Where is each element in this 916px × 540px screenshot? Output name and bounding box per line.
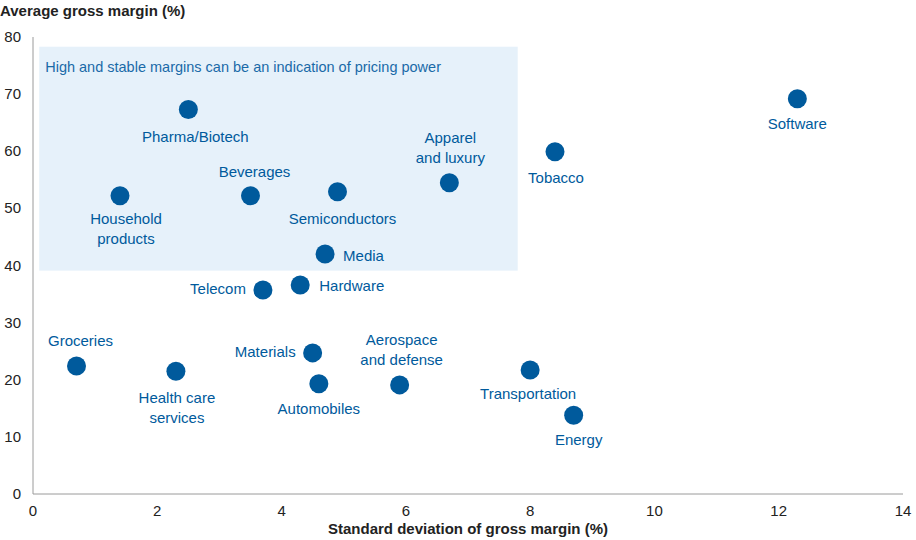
point-label: Apparel and luxury [416, 129, 486, 166]
label-line: Automobiles [278, 400, 361, 417]
x-tick-label: 14 [895, 502, 912, 519]
x-tick-label: 10 [646, 502, 663, 519]
highlight-box [39, 47, 518, 271]
point-label: Household products [90, 210, 162, 247]
label-line: Transportation [480, 385, 576, 402]
x-axis-line [33, 494, 903, 495]
point [521, 361, 540, 380]
label-line: services [149, 409, 204, 426]
point-label: Semiconductors [289, 210, 397, 227]
label-line: products [97, 230, 155, 247]
point [179, 100, 198, 119]
x-tick-label: 2 [153, 502, 161, 519]
point [253, 281, 272, 300]
point-label: Groceries [48, 332, 113, 349]
point-label: Automobiles [278, 400, 361, 417]
annotation: High and stable margins can be an indica… [45, 59, 441, 75]
y-tick-label: 0 [13, 485, 21, 502]
y-tick-label: 50 [4, 199, 21, 216]
point [291, 275, 310, 294]
point-label: Aerospace and defense [360, 331, 443, 368]
point-label: Tobacco [528, 169, 584, 186]
point [67, 357, 86, 376]
point [241, 186, 260, 205]
x-axis-title: Standard deviation of gross margin (%) [328, 520, 608, 537]
y-tick-label: 40 [4, 257, 21, 274]
label-line: Media [343, 247, 385, 264]
x-tick-label: 4 [277, 502, 285, 519]
point-label: Media [343, 247, 385, 264]
chart: High and stable margins can be an indica… [0, 0, 916, 540]
y-tick-label: 20 [4, 371, 21, 388]
point-label: Energy [555, 431, 603, 448]
point [166, 362, 185, 381]
point [788, 89, 807, 108]
point-label: Software [768, 115, 827, 132]
label-line: Telecom [190, 280, 246, 297]
label-line: Household [90, 210, 162, 227]
point-label: Pharma/Biotech [142, 128, 249, 145]
label-line: Beverages [219, 163, 291, 180]
x-tick-label: 0 [29, 502, 37, 519]
y-tick-label: 10 [4, 428, 21, 445]
points [67, 89, 807, 424]
point-label: Health care services [139, 389, 216, 426]
label-line: Pharma/Biotech [142, 128, 249, 145]
point-label: Materials [235, 343, 296, 360]
x-tick-label: 8 [526, 502, 534, 519]
label-line: Energy [555, 431, 603, 448]
label-line: Aerospace [366, 331, 438, 348]
label-line: Tobacco [528, 169, 584, 186]
y-tick-label: 80 [4, 28, 21, 45]
point [390, 375, 409, 394]
y-axis-title: Average gross margin (%) [0, 2, 185, 19]
x-tick-label: 12 [770, 502, 787, 519]
point-label: Telecom [190, 280, 246, 297]
point [440, 173, 459, 192]
point [316, 245, 335, 264]
label-line: Hardware [319, 277, 384, 294]
point-label: Beverages [219, 163, 291, 180]
label-line: and luxury [416, 149, 486, 166]
label-line: Software [768, 115, 827, 132]
point [328, 182, 347, 201]
y-axis-line [33, 37, 34, 494]
label-line: Health care [139, 389, 216, 406]
y-tick-label: 60 [4, 142, 21, 159]
label-line: Materials [235, 343, 296, 360]
label-line: and defense [360, 351, 443, 368]
point [546, 142, 565, 161]
point [564, 406, 583, 425]
point [303, 343, 322, 362]
y-tick-label: 70 [4, 85, 21, 102]
label-line: Groceries [48, 332, 113, 349]
point-label: Hardware [319, 277, 384, 294]
label-line: Semiconductors [289, 210, 397, 227]
y-tick-label: 30 [4, 314, 21, 331]
x-tick-label: 6 [402, 502, 410, 519]
label-line: Apparel [425, 129, 477, 146]
point [309, 374, 328, 393]
point [111, 186, 130, 205]
point-label: Transportation [480, 385, 576, 402]
